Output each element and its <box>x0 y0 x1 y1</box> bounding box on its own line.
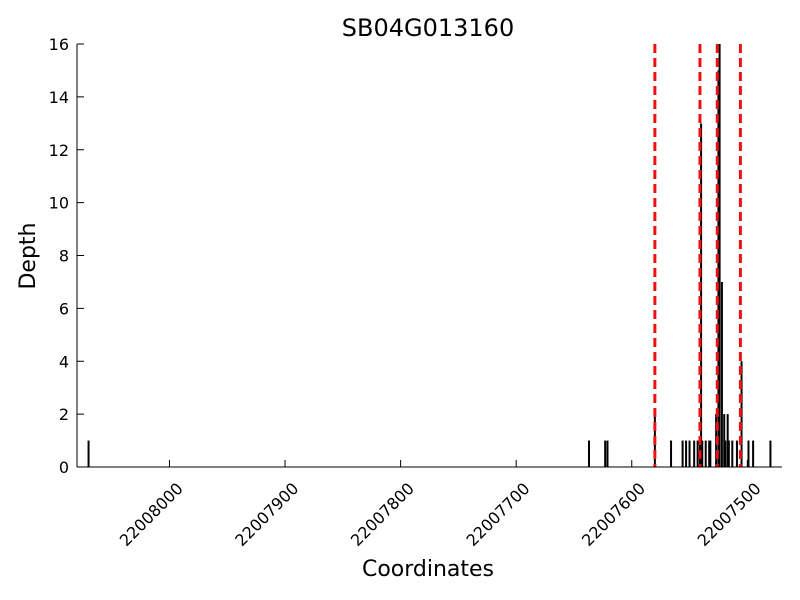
x-tick-label: 22007700 <box>462 479 533 550</box>
x-tick-label: 22007500 <box>694 479 765 550</box>
x-tick-label: 22007800 <box>347 479 418 550</box>
y-tick-label: 0 <box>59 458 69 477</box>
x-axis-ticks: 22008000 22007900 22007800 22007700 22007600… <box>116 460 765 550</box>
y-axis-ticks: 0 2 4 6 8 10 12 14 16 <box>49 35 84 477</box>
y-tick-label: 2 <box>59 405 69 424</box>
y-tick-label: 16 <box>49 35 69 54</box>
reference-lines <box>653 44 742 467</box>
x-tick-label: 22007900 <box>231 479 302 550</box>
y-tick-label: 8 <box>59 247 69 266</box>
x-tick-label: 22007600 <box>578 479 649 550</box>
depth-bars <box>87 44 772 467</box>
plot-area <box>87 44 772 467</box>
y-tick-label: 12 <box>49 141 69 160</box>
chart-title: SB04G013160 <box>342 14 514 42</box>
y-tick-label: 4 <box>59 352 69 371</box>
y-tick-label: 10 <box>49 194 69 213</box>
y-axis-label: Depth <box>16 222 41 289</box>
y-tick-label: 6 <box>59 299 69 318</box>
y-tick-label: 14 <box>49 88 69 107</box>
x-tick-label: 22008000 <box>116 479 187 550</box>
x-axis-label: Coordinates <box>362 557 494 582</box>
